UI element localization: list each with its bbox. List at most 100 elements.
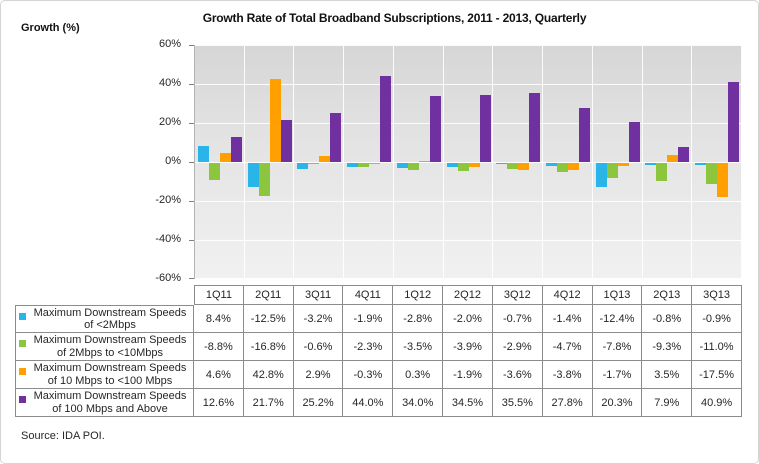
bar — [678, 147, 690, 162]
legend-row-text: Maximum Downstream Speeds of 10 Mbps to … — [33, 362, 187, 387]
value-cell: -2.9% — [492, 333, 543, 361]
y-tick-label: 0% — [165, 155, 181, 167]
bar-group — [195, 45, 245, 279]
data-table: 1Q11 2Q11 3Q11 4Q11 1Q12 2Q12 3Q12 4Q12 1Q13 2Q13… — [15, 285, 742, 417]
bar-group — [245, 45, 295, 279]
value-cell: 27.8% — [542, 389, 593, 417]
value-cell: 21.7% — [243, 389, 294, 417]
bar — [358, 163, 370, 167]
category-header: 2Q13 — [642, 285, 693, 305]
bar — [297, 163, 309, 169]
value-cell: -11.0% — [692, 333, 742, 361]
value-cell: -0.6% — [293, 333, 344, 361]
category-separator — [392, 45, 394, 279]
value-cell: 44.0% — [343, 389, 394, 417]
category-header: 2Q12 — [443, 285, 493, 305]
bar — [347, 163, 359, 167]
value-cell: 34.5% — [443, 389, 493, 417]
legend-color-chip — [19, 340, 26, 347]
category-separator — [343, 45, 345, 279]
bar — [446, 163, 458, 167]
y-axis-tick — [189, 240, 194, 241]
category-header: 4Q11 — [343, 285, 394, 305]
gridline — [195, 278, 742, 279]
legend-row-text: Maximum Downstream Speeds of 100 Mbps an… — [33, 390, 187, 415]
y-axis-tick — [189, 278, 194, 279]
value-cell: -0.7% — [492, 305, 543, 333]
bar — [230, 137, 242, 162]
y-axis-tick — [189, 201, 194, 202]
bar — [319, 156, 331, 162]
y-axis-tick — [189, 84, 194, 85]
gridline — [195, 84, 742, 85]
category-separator — [442, 45, 444, 279]
value-cell: -3.5% — [393, 333, 444, 361]
value-cell: -1.9% — [443, 361, 493, 389]
bar — [706, 163, 718, 184]
bar-group — [543, 45, 593, 279]
y-axis-tick — [189, 162, 194, 163]
category-separator — [542, 45, 544, 279]
value-cell: 3.5% — [642, 361, 693, 389]
bar-group — [692, 45, 742, 279]
category-header: 3Q13 — [692, 285, 742, 305]
bar — [247, 163, 259, 187]
bar — [529, 93, 541, 162]
y-axis-title: Growth (%) — [21, 22, 80, 34]
value-cell: 20.3% — [592, 389, 643, 417]
bar — [479, 95, 491, 162]
category-header: 1Q11 — [194, 285, 244, 305]
bar — [258, 163, 270, 196]
category-separator — [492, 45, 494, 279]
value-cell: -0.9% — [692, 305, 742, 333]
bar — [396, 163, 408, 168]
category-separator — [293, 45, 295, 279]
legend-row-label: Maximum Downstream Speeds of 100 Mbps an… — [15, 389, 194, 417]
bar-group — [294, 45, 344, 279]
value-cell: -2.0% — [443, 305, 493, 333]
category-header: 3Q12 — [492, 285, 543, 305]
category-header: 3Q11 — [293, 285, 344, 305]
value-cell: -0.8% — [642, 305, 693, 333]
bar — [507, 163, 519, 169]
value-cell: 35.5% — [492, 389, 543, 417]
bar — [280, 120, 292, 162]
y-axis: 60% 40% 20% 0% -20% -40% -60% — [1, 1, 181, 301]
legend-row-label: Maximum Downstream Speeds of <2Mbps — [15, 305, 194, 333]
value-cell: 4.6% — [194, 361, 244, 389]
bar — [546, 163, 557, 166]
category-separator — [641, 45, 643, 279]
category-separator — [741, 45, 742, 279]
bar-group — [344, 45, 394, 279]
bar — [369, 163, 381, 164]
value-cell: 0.3% — [393, 361, 444, 389]
category-separator — [243, 45, 245, 279]
gridline — [195, 162, 742, 163]
category-header: 4Q12 — [542, 285, 593, 305]
value-cell: 7.9% — [642, 389, 693, 417]
y-tick-label: -20% — [155, 194, 181, 206]
bar — [656, 163, 668, 181]
bar — [557, 163, 568, 172]
value-cell: 12.6% — [194, 389, 244, 417]
bar — [208, 163, 220, 180]
value-cell: -4.7% — [542, 333, 593, 361]
bar — [219, 153, 231, 162]
bar — [429, 96, 441, 162]
bar — [269, 79, 281, 162]
legend-row-text: Maximum Downstream Speeds of <2Mbps — [33, 306, 187, 332]
bar — [418, 161, 430, 162]
bar — [628, 122, 640, 162]
bar — [380, 76, 392, 162]
bar — [728, 82, 740, 162]
category-header: 2Q11 — [243, 285, 294, 305]
y-tick-label: -60% — [155, 272, 181, 284]
table-corner-spacer — [15, 285, 194, 305]
bar — [308, 163, 320, 164]
bar — [568, 163, 579, 170]
value-cell: 8.4% — [194, 305, 244, 333]
value-cell: -9.3% — [642, 333, 693, 361]
y-tick-label: -40% — [155, 233, 181, 245]
y-axis-tick — [189, 45, 194, 46]
